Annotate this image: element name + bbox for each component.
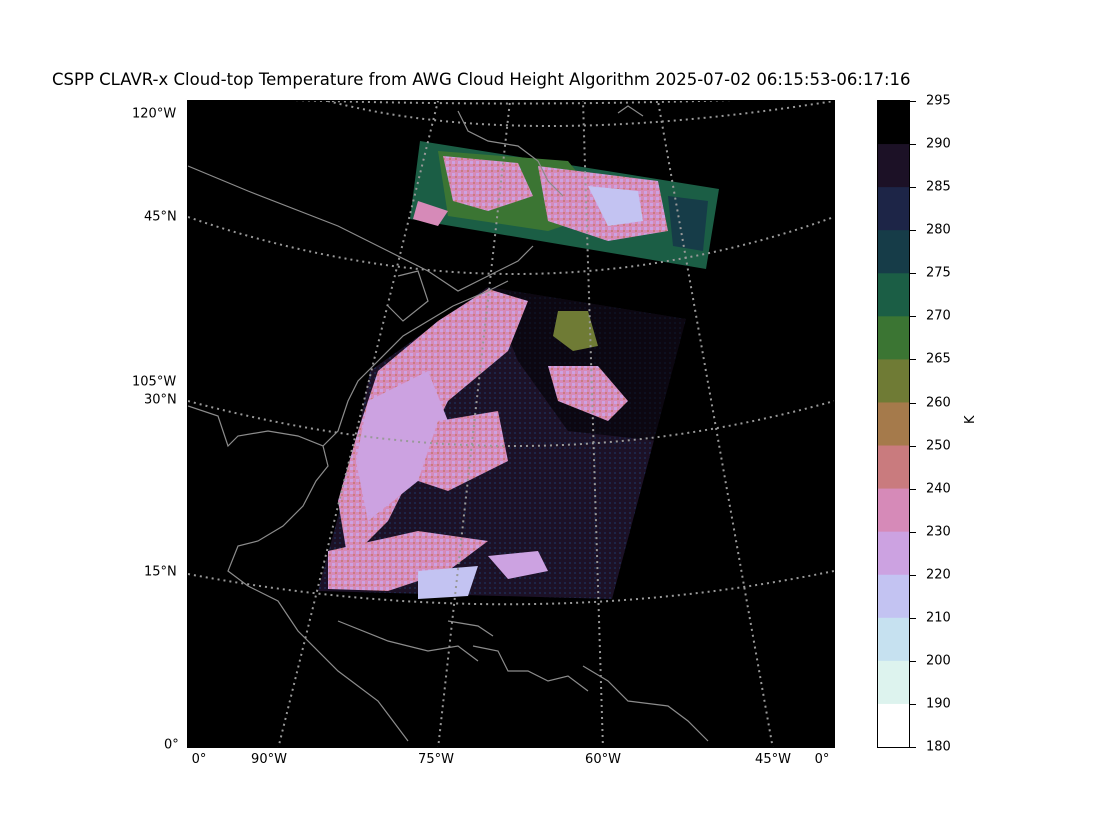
lon-label-75w: 75°W [418, 752, 454, 767]
colorbar-tick-label: 210 [926, 610, 951, 626]
colorbar-bin-270-275 [878, 273, 909, 317]
colorbar-tick-mark [910, 703, 916, 705]
colorbar-tick-mark [910, 273, 916, 275]
colorbar-tick-mark [910, 531, 916, 533]
colorbar-tick-label: 290 [926, 136, 951, 152]
colorbar-tick-label: 200 [926, 653, 951, 669]
colorbar-tick-mark [910, 144, 916, 146]
main-swath [318, 287, 686, 599]
colorbar-tick-mark [910, 230, 916, 232]
colorbar-tick-label: 295 [926, 93, 951, 109]
colorbar-tick-label: 270 [926, 308, 951, 324]
colorbar-bin-275-280 [878, 230, 909, 274]
colorbar-bin-260-265 [878, 359, 909, 403]
colorbar-bin-285-290 [878, 144, 909, 188]
lon-label-45w: 45°W [755, 752, 791, 767]
colorbar-tick-mark [910, 488, 916, 490]
colorbar-bin-220-230 [878, 531, 909, 576]
colorbar-tick-label: 250 [926, 438, 951, 453]
graticule [188, 101, 834, 747]
colorbar-bin-265-270 [878, 316, 909, 360]
colorbar-unit: K [963, 415, 978, 424]
colorbar-tick-mark [910, 359, 916, 361]
lon-label-90w: 90°W [251, 752, 287, 767]
colorbar-tick-mark [910, 402, 916, 404]
lat-label-15n: 15°N [144, 564, 177, 580]
colorbar-bin-190-200 [878, 660, 909, 705]
colorbar-tick-mark [910, 617, 916, 619]
lat-label-30n: 30°N [144, 392, 177, 408]
colorbar-bin-240-250 [878, 445, 909, 490]
colorbar-tick-mark [910, 574, 916, 576]
coastlines [188, 105, 709, 742]
colorbar-tick-mark [910, 316, 916, 318]
lat-label-120w: 120°W [132, 106, 177, 122]
colorbar-tick-label: 230 [926, 524, 951, 540]
colorbar-tick-label: 275 [926, 265, 951, 281]
lon-label-0-left: 0° [191, 752, 207, 767]
chart-title: CSPP CLAVR-x Cloud-top Temperature from … [52, 70, 911, 89]
colorbar-tick-label: 285 [926, 179, 951, 195]
lat-label-0: 0° [164, 737, 179, 753]
colorbar-tick-label: 280 [926, 222, 951, 238]
colorbar-tick-label: 260 [926, 395, 951, 410]
colorbar-tick-label: 265 [926, 351, 951, 367]
colorbar-bin-180-190 [878, 703, 909, 747]
lon-label-0-right: 0° [814, 752, 830, 767]
lon-label-60w: 60°W [585, 752, 621, 767]
colorbar-svg [878, 101, 909, 747]
colorbar-tick-mark [910, 101, 916, 102]
colorbar-tick-mark [910, 445, 916, 447]
colorbar-tick-label: 240 [926, 481, 951, 497]
colorbar-bin-290-295 [878, 101, 909, 145]
colorbar-bin-210-220 [878, 574, 909, 619]
colorbar-bin-280-285 [878, 187, 909, 231]
colorbar-bin-230-240 [878, 488, 909, 533]
upper-swath [410, 141, 719, 269]
lat-label-45n: 45°N [144, 209, 177, 225]
colorbar-tick-mark [910, 660, 916, 662]
colorbar-bin-200-210 [878, 617, 909, 662]
colorbar [877, 100, 910, 748]
colorbar-tick-mark [910, 187, 916, 189]
colorbar-tick-mark [910, 747, 916, 748]
map-svg [188, 101, 834, 747]
colorbar-tick-label: 180 [926, 739, 951, 755]
colorbar-tick-label: 190 [926, 696, 951, 712]
lat-label-105w: 105°W [132, 374, 177, 390]
colorbar-tick-label: 220 [926, 567, 951, 583]
colorbar-bin-250-260 [878, 402, 909, 447]
map-panel[interactable] [187, 100, 835, 748]
